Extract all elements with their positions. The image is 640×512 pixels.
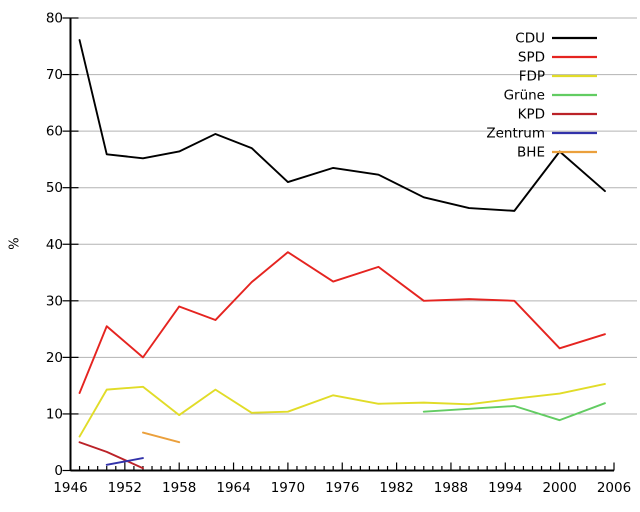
legend-label-FDP: FDP — [519, 69, 545, 85]
x-tick-label: 1988 — [434, 480, 468, 496]
x-tick-label: 1952 — [108, 480, 142, 496]
y-tick-label: 0 — [54, 463, 63, 479]
series-line-Grüne — [422, 402, 606, 422]
legend-label-Zentrum: Zentrum — [486, 126, 545, 142]
series-line-FDP — [78, 383, 606, 438]
y-tick-label: 60 — [46, 124, 63, 140]
y-axis-title: % — [7, 237, 23, 250]
series-line-KPD — [78, 441, 144, 470]
x-tick-label: 1994 — [488, 480, 522, 496]
y-tick-label: 70 — [46, 67, 63, 83]
x-tick-label: 1982 — [379, 480, 413, 496]
y-tick-label: 20 — [46, 350, 63, 366]
y-tick-label: 10 — [46, 406, 63, 422]
x-tick-label: 1976 — [325, 480, 359, 496]
x-tick-label: 2000 — [542, 480, 576, 496]
series-line-CDU — [78, 39, 606, 212]
series-line-SPD — [78, 251, 606, 394]
legend-label-SPD: SPD — [518, 50, 545, 66]
legend-label-BHE: BHE — [517, 145, 545, 161]
x-tick-label: 2006 — [597, 480, 631, 496]
x-tick-label: 1970 — [271, 480, 305, 496]
x-tick-label: 1958 — [162, 480, 196, 496]
x-tick-label: 1964 — [216, 480, 250, 496]
y-tick-label: 50 — [46, 180, 63, 196]
series-line-Zentrum — [105, 457, 144, 466]
y-tick-label: 80 — [46, 11, 63, 27]
y-tick-label: 30 — [46, 293, 63, 309]
legend-label-KPD: KPD — [518, 107, 545, 123]
series-line-BHE — [142, 431, 181, 444]
x-tick-label: 1946 — [53, 480, 87, 496]
y-tick-label: 40 — [46, 237, 63, 253]
legend-label-Grüne: Grüne — [504, 88, 545, 104]
legend-label-CDU: CDU — [515, 31, 545, 47]
